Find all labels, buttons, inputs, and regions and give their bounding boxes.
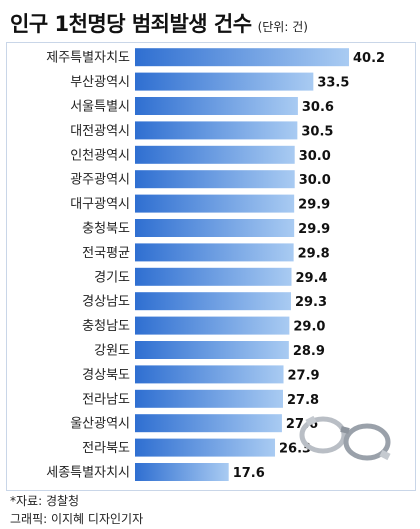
value-label: 29.8 [298, 246, 330, 261]
value-label: 26.3 [279, 442, 311, 457]
bar [135, 316, 290, 335]
bar [135, 194, 295, 213]
bar [135, 463, 229, 481]
bar-chart: 제주특별자치도 40.2 부산광역시 33.5 서울특별시 30.6 대전광역시 30.5 인천… [46, 48, 391, 481]
credit-note: 그래픽: 이지혜 디자인기자 [10, 512, 144, 526]
value-label: 30.6 [302, 100, 334, 115]
category-label: 경상북도 [82, 368, 130, 383]
category-label: 강원도 [94, 344, 130, 359]
category-label: 대전광역시 [70, 124, 130, 139]
bar [135, 365, 284, 384]
bar [135, 341, 289, 359]
category-label: 제주특별자치도 [46, 51, 130, 66]
bar [135, 145, 295, 164]
category-label: 충청남도 [82, 319, 130, 334]
category-label: 전국평균 [82, 246, 130, 261]
category-label: 경기도 [94, 270, 130, 285]
bar [135, 219, 295, 237]
category-label: 대구광역시 [70, 197, 130, 212]
category-label: 광주광역시 [70, 173, 130, 188]
value-label: 27.8 [287, 393, 319, 408]
value-label: 29.0 [293, 320, 325, 335]
bar [135, 121, 298, 140]
value-label: 28.9 [293, 344, 325, 359]
category-label: 부산광역시 [70, 75, 130, 90]
category-label: 인천광역시 [70, 148, 130, 163]
category-label: 전라북도 [82, 441, 130, 456]
value-label: 27.9 [288, 368, 320, 383]
value-label: 29.9 [298, 198, 330, 213]
bar [135, 170, 295, 189]
value-label: 29.9 [298, 222, 330, 237]
category-label: 서울특별시 [70, 100, 130, 115]
handcuffs-icon [299, 415, 391, 461]
bar [135, 48, 349, 67]
chart-header: 인구 1천명당 범죄발생 건수 (단위: 건) [10, 8, 308, 38]
bar [135, 72, 314, 91]
value-label: 30.0 [299, 149, 331, 164]
category-label: 전라남도 [82, 392, 130, 407]
bar [135, 292, 291, 311]
value-label: 40.2 [353, 51, 385, 66]
unit-note: (단위: 건) [257, 20, 308, 34]
category-label: 경상남도 [82, 295, 130, 310]
value-label: 17.6 [233, 466, 265, 481]
bars-group: 제주특별자치도 40.2 부산광역시 33.5 서울특별시 30.6 대전광역시 30.5 인천… [46, 48, 385, 481]
bar [135, 97, 298, 115]
chart-title: 인구 1천명당 범죄발생 건수 [10, 12, 252, 36]
value-label: 29.3 [295, 295, 327, 310]
category-label: 충청북도 [82, 222, 130, 237]
bar [135, 267, 292, 286]
value-label: 30.5 [301, 124, 333, 139]
chart-frame: 제주특별자치도 40.2 부산광역시 33.5 서울특별시 30.6 대전광역시 30.5 인천… [6, 42, 416, 491]
source-note: *자료: 경찰청 [10, 494, 80, 508]
value-label: 30.0 [299, 173, 331, 188]
value-label: 33.5 [317, 76, 349, 91]
bar [135, 389, 283, 408]
bar [135, 243, 294, 262]
bar [135, 414, 282, 433]
category-label: 울산광역시 [70, 417, 130, 432]
value-label: 29.4 [296, 271, 328, 286]
bar [135, 438, 276, 457]
category-label: 세종특별자치시 [46, 466, 130, 481]
